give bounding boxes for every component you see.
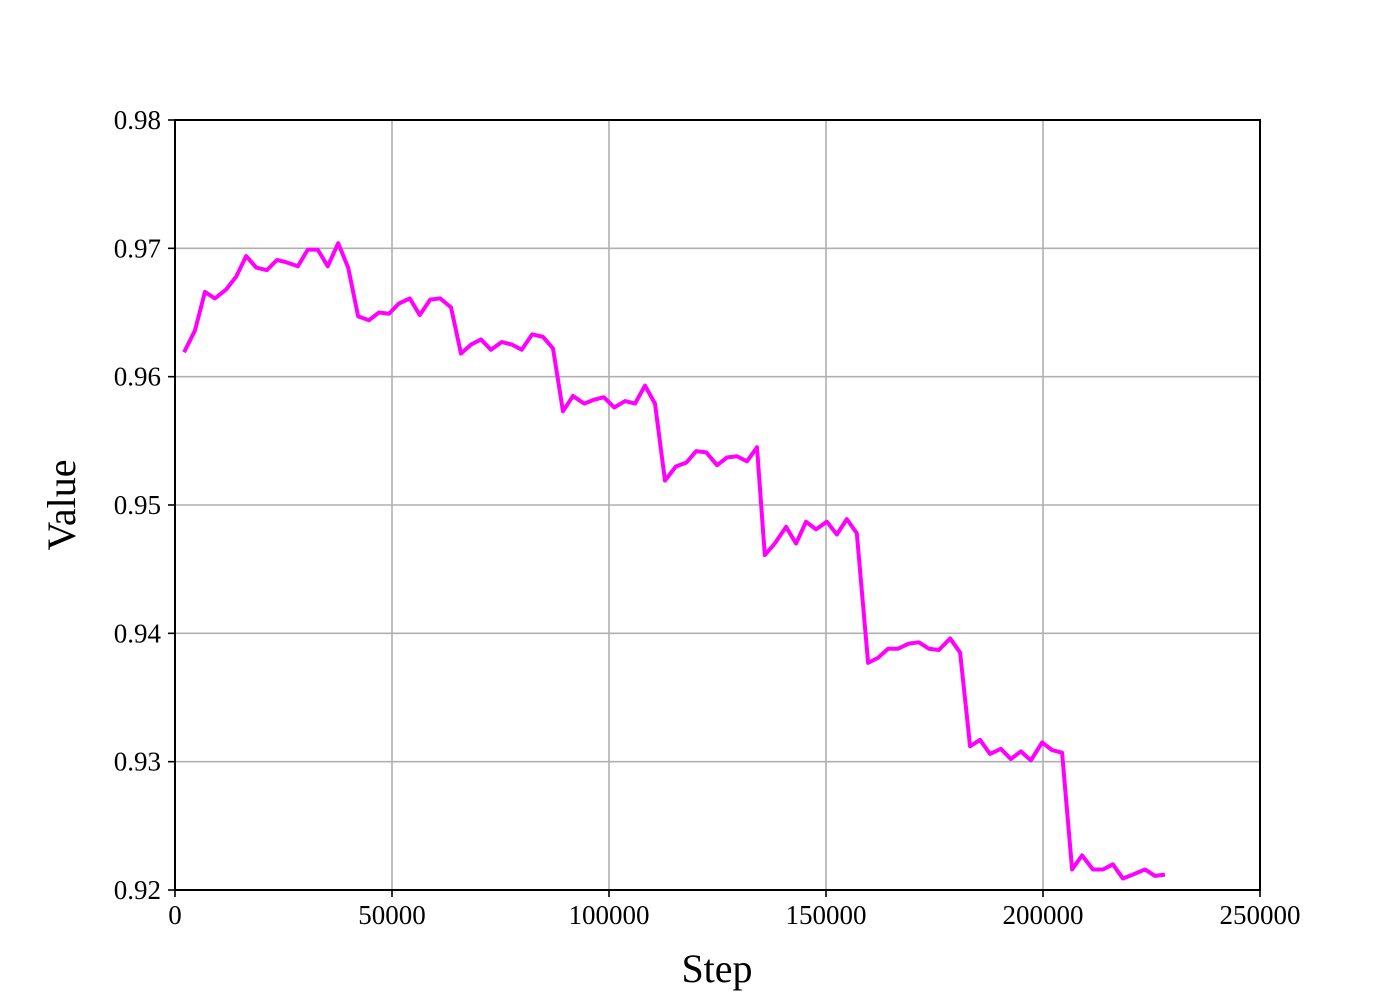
y-tick-label: 0.94 [114, 618, 162, 648]
y-tick-label: 0.97 [114, 233, 161, 263]
x-tick-label: 100000 [569, 900, 650, 930]
x-tick-label: 150000 [786, 900, 867, 930]
x-axis-label: Step [681, 946, 752, 991]
y-axis-label: Value [39, 459, 84, 550]
y-tick-label: 0.96 [114, 362, 161, 392]
y-tick-label: 0.95 [114, 490, 161, 520]
y-tick-label: 0.92 [114, 875, 161, 905]
x-tick-label: 250000 [1220, 900, 1301, 930]
x-tick-label: 50000 [358, 900, 426, 930]
x-tick-label: 0 [168, 900, 182, 930]
plot-area [182, 241, 1166, 881]
series-line [182, 241, 1166, 881]
y-tick-label: 0.93 [114, 747, 161, 777]
y-tick-label: 0.98 [114, 105, 161, 135]
grid [174, 119, 1261, 891]
ticks: 0 50000 100000 150000 200000 250000 0.92 0.93 0.… [114, 105, 1301, 930]
x-tick-label: 200000 [1003, 900, 1084, 930]
